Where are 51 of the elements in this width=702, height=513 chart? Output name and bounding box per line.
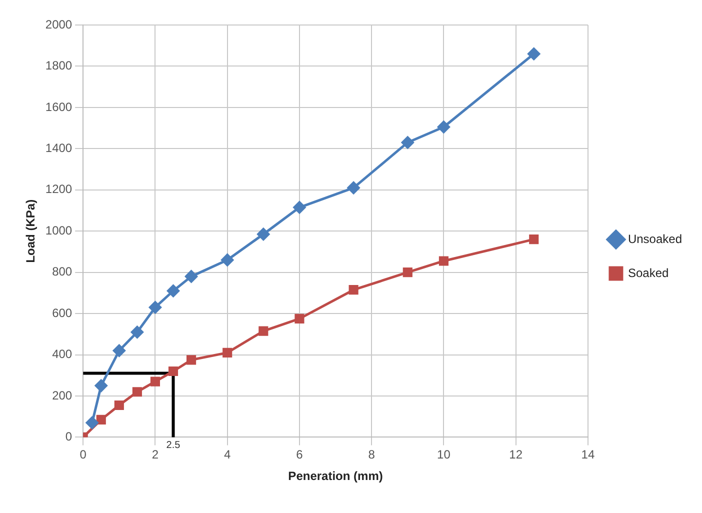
point: [348, 285, 358, 295]
y-axis-title: Load (KPa): [24, 199, 38, 263]
x-tick-label: 12: [509, 448, 523, 462]
point: [186, 355, 196, 365]
point: [94, 379, 108, 392]
x-tick-label: 14: [581, 448, 595, 462]
y-tick-label: 1800: [45, 58, 72, 73]
point: [222, 348, 232, 358]
x-tick-label: 8: [368, 448, 376, 462]
y-tick-label: 400: [52, 347, 72, 362]
x-axis-title: Peneration (mm): [288, 469, 383, 484]
point: [132, 387, 142, 397]
point: [185, 270, 198, 283]
point: [258, 326, 268, 336]
point: [148, 301, 162, 314]
point: [529, 234, 539, 244]
point: [437, 120, 450, 134]
point: [114, 400, 124, 410]
y-tick-label: 800: [52, 264, 72, 279]
x-tick-label: 2: [152, 448, 159, 462]
y-tick-label: 2000: [45, 17, 72, 32]
x-tick-label: 4: [224, 448, 231, 462]
x-tick-label: 0: [80, 448, 87, 462]
point: [528, 48, 540, 60]
point: [347, 182, 360, 194]
y-tick-label: 200: [52, 388, 72, 402]
y-tick-label: 600: [52, 306, 72, 320]
y-tick-label: 0: [65, 430, 72, 444]
annotation: 2.5: [166, 440, 181, 451]
y-tick-label: 1400: [45, 140, 72, 155]
legend-label: Soaked: [628, 266, 669, 280]
point: [150, 376, 160, 386]
point: [221, 254, 234, 266]
point: [168, 366, 178, 376]
point: [402, 268, 412, 278]
y-tick-label: 1000: [45, 223, 72, 238]
point: [293, 201, 306, 214]
point: [294, 314, 304, 324]
point: [86, 416, 98, 430]
point: [130, 326, 144, 338]
point: [167, 284, 180, 298]
point: [112, 344, 126, 357]
x-tick-label: 10: [437, 448, 451, 462]
point: [401, 136, 414, 149]
point: [257, 228, 270, 240]
y-tick-label: 1200: [45, 182, 72, 196]
point: [438, 256, 448, 266]
point: [96, 414, 106, 424]
y-tick-label: 1600: [45, 100, 72, 114]
legend-label: Unsoaked: [628, 232, 682, 246]
x-tick-label: 6: [296, 448, 304, 462]
